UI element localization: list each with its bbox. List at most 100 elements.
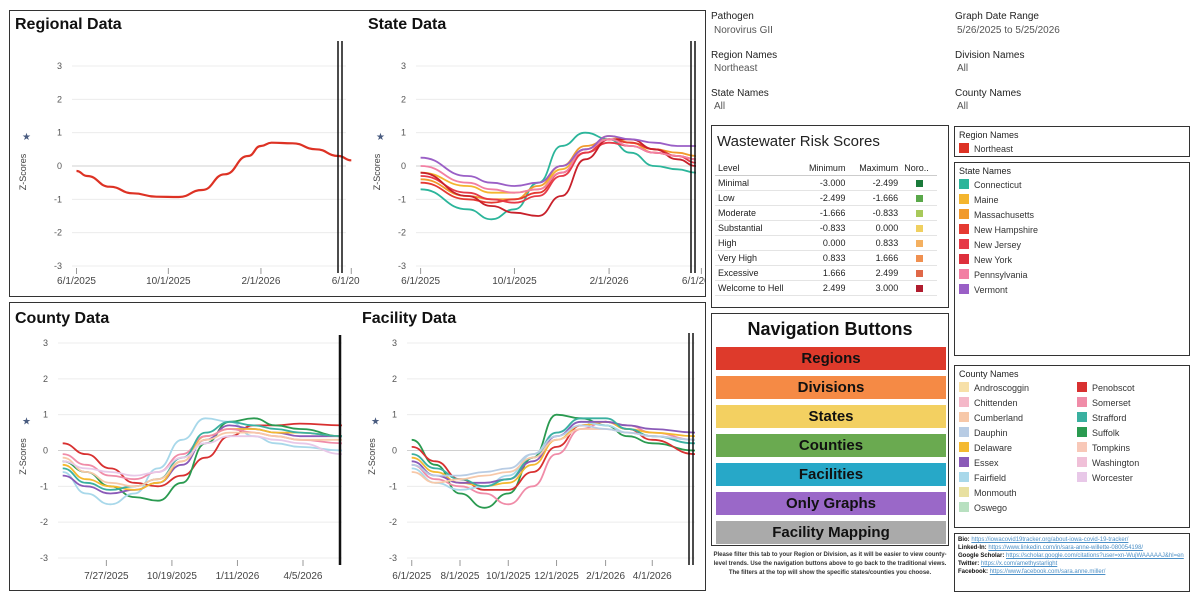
y-tick-label: -1 xyxy=(40,481,48,491)
county-chart: -3 -2 -1 0 1 2 3 Z-Scores ★ 7/27/2025 10/19/2025 1/… xyxy=(18,335,343,582)
bio-link[interactable]: https://iowacovid19tracker.org/about-iow… xyxy=(971,537,1129,543)
facebook-link[interactable]: https://www.facebook.com/sara.anne.mille… xyxy=(989,569,1106,575)
risk-color-cell xyxy=(901,265,937,281)
series-line xyxy=(62,431,343,488)
nav-button-states[interactable]: States xyxy=(716,405,946,428)
legend-label: Cumberland xyxy=(974,413,1024,423)
series-line xyxy=(411,420,696,484)
county-legend-item[interactable]: Suffolk xyxy=(1077,427,1119,438)
division-filter-value[interactable]: All xyxy=(957,63,969,74)
legend-swatch xyxy=(959,502,969,512)
county-filter-value[interactable]: All xyxy=(957,101,969,112)
county-legend-item[interactable]: Strafford xyxy=(1077,412,1126,423)
risk-header-0: Level xyxy=(715,161,799,176)
risk-level: Substantial xyxy=(715,220,799,236)
y-tick-label: -3 xyxy=(54,261,62,271)
state-legend-item[interactable]: Maine xyxy=(959,194,999,205)
nav-button-counties[interactable]: Counties xyxy=(716,434,946,457)
risk-level: Excessive xyxy=(715,265,799,281)
legend-swatch xyxy=(959,143,969,153)
state-legend-item[interactable]: New Jersey xyxy=(959,239,1021,250)
y-tick-label: 2 xyxy=(392,374,397,384)
y-tick-label: 2 xyxy=(43,374,48,384)
nav-button-facilities[interactable]: Facilities xyxy=(716,463,946,486)
region-filter-value[interactable]: Northeast xyxy=(714,63,758,74)
facility-chart: -3 -2 -1 0 1 2 3 Z-Scores ★ 6/1/2025 8/1/2025 10/1/… xyxy=(367,333,696,582)
risk-color-cell xyxy=(901,190,937,206)
legend-swatch xyxy=(959,457,969,467)
legend-label: Tompkins xyxy=(1092,443,1131,453)
bio-label: Bio: xyxy=(958,537,970,543)
legend-swatch xyxy=(959,179,969,189)
nav-button-facility-mapping[interactable]: Facility Mapping xyxy=(716,521,946,544)
y-axis-title: Z-Scores xyxy=(18,438,28,475)
county-legend-item[interactable]: Washington xyxy=(1077,457,1139,468)
risk-min: 2.499 xyxy=(798,280,849,296)
regional-chart: -3 -2 -1 0 1 2 3 Z-Scores ★ 6/1/2025 10/1/2025 2/1/… xyxy=(18,41,360,287)
legend-label: Penobscot xyxy=(1092,383,1135,393)
series-line xyxy=(420,131,697,221)
state-legend-item[interactable]: Massachusetts xyxy=(959,209,1034,220)
twitter-link[interactable]: https://x.com/amethystarlight xyxy=(980,561,1058,567)
risk-level: Low xyxy=(715,190,799,206)
county-legend-item[interactable]: Penobscot xyxy=(1077,382,1135,393)
author-links: Bio: https://iowacovid19tracker.org/abou… xyxy=(954,533,1190,592)
navigation-panel: Navigation Buttons Regions Divisions State… xyxy=(711,313,949,546)
county-legend-item[interactable]: Delaware xyxy=(959,442,1012,453)
y-tick-label: 0 xyxy=(401,161,406,171)
state-legend-item[interactable]: Vermont xyxy=(959,284,1008,295)
county-legend-item[interactable]: Essex xyxy=(959,457,999,468)
legend-swatch xyxy=(959,284,969,294)
legend-label: Maine xyxy=(974,195,999,205)
legend-swatch xyxy=(959,487,969,497)
top-charts-panel: Regional Data State Data -3 -2 -1 0 1 2 3 Z-Sco… xyxy=(9,10,706,297)
county-legend-item[interactable]: Dauphin xyxy=(959,427,1008,438)
state-legend-item[interactable]: New Hampshire xyxy=(959,224,1038,235)
county-legend-item[interactable]: Somerset xyxy=(1077,397,1131,408)
legend-swatch xyxy=(959,269,969,279)
pathogen-filter-label: Pathogen xyxy=(711,11,754,22)
risk-scores-title: Wastewater Risk Scores xyxy=(717,133,880,150)
county-legend-item[interactable]: Tompkins xyxy=(1077,442,1130,453)
twitter-label: Twitter: xyxy=(958,561,980,567)
y-axis-title: Z-Scores xyxy=(372,153,382,190)
risk-swatch xyxy=(915,224,923,232)
x-tick-label: 4/5/2026 xyxy=(284,571,323,582)
state-filter-value[interactable]: All xyxy=(714,101,726,112)
state-legend-item[interactable]: New York xyxy=(959,254,1012,265)
county-legend-item[interactable]: Monmouth xyxy=(959,487,1017,498)
state-legend-item[interactable]: Pennsylvania xyxy=(959,269,1028,280)
region-legend-item[interactable]: Northeast xyxy=(959,143,1013,154)
risk-row: High 0.000 0.833 xyxy=(715,235,937,251)
county-legend-item[interactable]: Cumberland xyxy=(959,412,1023,423)
state-legend-item[interactable]: Connecticut xyxy=(959,179,1022,190)
series-line xyxy=(76,141,352,199)
risk-row: Welcome to Hell 2.499 3.000 xyxy=(715,280,937,296)
pathogen-filter-value[interactable]: Norovirus GII xyxy=(714,25,773,36)
legend-swatch xyxy=(959,442,969,452)
risk-scores-panel: Wastewater Risk Scores Level Minimum Maxim… xyxy=(711,125,949,308)
county-legend-item[interactable]: Oswego xyxy=(959,502,1007,513)
legend-label: Androscoggin xyxy=(974,383,1030,393)
risk-min: -1.666 xyxy=(798,205,849,221)
state-title: State Data xyxy=(368,16,447,33)
legend-swatch xyxy=(959,194,969,204)
risk-scores-table: Level Minimum Maximum Noro.. Minimal -3.000-… xyxy=(715,161,937,296)
county-legend-item[interactable]: Androscoggin xyxy=(959,382,1029,393)
nav-button-only-graphs[interactable]: Only Graphs xyxy=(716,492,946,515)
legend-swatch xyxy=(1077,442,1087,452)
county-legend-item[interactable]: Fairfield xyxy=(959,472,1006,483)
linkedin-link[interactable]: https://www.linkedin.com/in/sara-anne-wi… xyxy=(988,545,1144,551)
risk-swatch xyxy=(915,209,923,217)
y-axis-title: Z-Scores xyxy=(367,438,377,475)
county-legend-item[interactable]: Chittenden xyxy=(959,397,1018,408)
date-range-filter-value[interactable]: 5/26/2025 to 5/25/2026 xyxy=(957,25,1060,36)
risk-level: Moderate xyxy=(715,205,799,221)
y-tick-label: 3 xyxy=(43,338,48,348)
x-tick-label: 6/1/2025 xyxy=(401,276,440,287)
scholar-link[interactable]: https://scholar.google.com/citations?use… xyxy=(1006,553,1184,559)
nav-button-regions[interactable]: Regions xyxy=(716,347,946,370)
nav-button-divisions[interactable]: Divisions xyxy=(716,376,946,399)
county-legend-item[interactable]: Worcester xyxy=(1077,472,1133,483)
series-line xyxy=(420,138,697,194)
